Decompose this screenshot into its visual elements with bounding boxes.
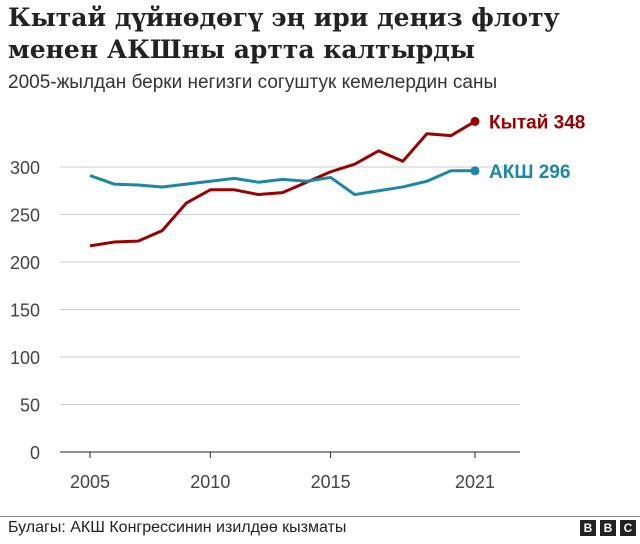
y-tick-label: 100 <box>10 348 40 368</box>
y-tick-label: 0 <box>30 443 40 463</box>
source-note: Булагы: АКШ Конгрессинин изилдөө кызматы <box>8 519 347 536</box>
bbc-logo-letter: B <box>600 520 616 536</box>
y-tick-label: 250 <box>10 206 40 226</box>
series-end-label: АКШ 296 <box>489 162 570 183</box>
series-end-label: Кытай 348 <box>489 112 585 133</box>
x-tick-label: 2021 <box>455 472 495 492</box>
y-tick-label: 200 <box>10 253 40 273</box>
y-tick-label: 50 <box>20 396 40 416</box>
series-line-china <box>89 120 476 248</box>
bbc-logo-letter: C <box>620 520 636 536</box>
series-line-usa <box>89 169 475 197</box>
chart-title: Кытай дүйнөдөгү эң ири деңиз флоту менен… <box>8 3 560 64</box>
x-tick-label: 2010 <box>190 472 230 492</box>
footer-divider <box>0 516 640 517</box>
series-end-point <box>470 116 480 126</box>
x-tick-label: 2015 <box>311 472 351 492</box>
x-tick-label: 2005 <box>70 472 110 492</box>
line-chart: 0 50 100 150 200 250 300 2005 2010 2015 2021 Кытай … <box>10 112 585 492</box>
series-end-point <box>470 166 480 176</box>
chart-subtitle: 2005-жылдан берки негизги согуштук кемел… <box>8 72 498 93</box>
y-tick-label: 150 <box>10 301 40 321</box>
y-tick-label: 300 <box>10 158 40 178</box>
bbc-logo-letter: B <box>580 520 596 536</box>
